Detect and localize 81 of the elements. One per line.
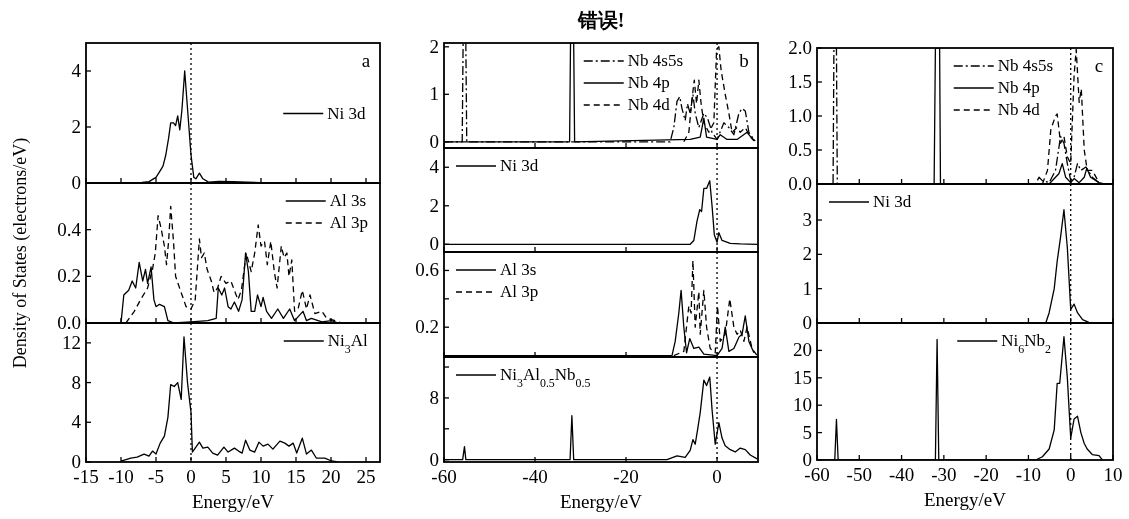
y-tick-label: 4 [71,60,82,81]
legend-label: Ni 3d [873,192,912,211]
y-tick-label: 0 [429,233,439,255]
legend-label: Nb 4s5s [627,51,683,70]
y-tick-label: 3 [802,209,812,231]
y-axis-title: Density of States (electrons/eV) [10,137,31,369]
y-tick-label: 0 [802,312,812,333]
y-tick-label: 10 [793,394,812,416]
legend-label: Ni 3d [500,156,539,175]
y-tick-label: 5 [802,421,812,443]
legend: Ni$_{3}$Al [283,331,368,356]
legend: Ni$_{6}$Nb$_{2}$ [956,331,1051,356]
y-tick-label: 0.6 [415,259,439,281]
y-tick-label: 2 [429,35,439,57]
legend-label: Nb 4p [627,73,670,92]
legend: Ni 3d [455,156,539,175]
y-tick-label: 1.5 [788,71,812,92]
y-tick-label: 12 [62,331,81,353]
legend-label: Al 3p [500,282,539,301]
x-tick-label: -30 [931,464,957,485]
y-tick-label: 0.2 [57,265,81,287]
y-tick-label: 1 [429,83,439,105]
y-tick-label: 0.0 [57,312,81,333]
x-tick-label: 5 [221,466,231,487]
legend-label: Nb 4d [997,100,1041,119]
x-tick-label: -40 [522,466,548,487]
y-tick-label: 0 [429,130,439,152]
legend: Ni 3d [828,192,912,211]
legend-label: Ni 3d [327,103,366,123]
y-tick-label: 8 [429,386,439,408]
legend: Ni$_{3}$Al$_{0.5}$Nb$_{0.5}$ [455,365,591,390]
y-tick-label: 2.0 [788,37,812,58]
y-tick-label: 1.0 [788,105,812,126]
y-tick-label: 0 [71,172,81,193]
y-tick-label: 0.2 [415,316,439,338]
y-tick-label: 15 [793,366,812,388]
x-tick-label: 15 [286,466,306,487]
legend-label: Al 3p [329,213,368,232]
x-axis-title: Energy/eV [924,489,1007,510]
x-tick-label: 0 [712,466,722,487]
x-tick-label: 25 [356,466,376,487]
legend-label: Al 3s [500,260,537,279]
annotation: a [361,50,371,71]
x-tick-label: -5 [148,466,164,487]
y-tick-label: 4 [71,411,82,433]
y-tick-label: 20 [793,339,812,361]
legend-label: Ni$_{3}$Al$_{0.5}$Nb$_{0.5}$ [500,365,591,390]
legend-label: Nb 4s5s [997,56,1053,75]
x-tick-label: 0 [1065,464,1076,485]
y-tick-label: 0 [71,451,81,472]
y-tick-label: 2 [71,116,81,137]
x-tick-label: -10 [108,466,134,487]
x-tick-label: 0 [186,466,196,487]
annotation: b [739,50,749,71]
x-tick-label: -50 [846,464,872,485]
x-tick-label: 10 [1103,464,1123,485]
chart-title: 错误! [576,9,625,31]
x-tick-label: -40 [888,464,915,485]
y-tick-label: 8 [71,371,81,393]
x-tick-label: 10 [251,466,271,487]
y-tick-label: 0 [802,449,812,470]
legend-label: Nb 4p [997,78,1040,97]
y-tick-label: 0.4 [57,218,82,240]
legend-label: Nb 4d [627,95,671,114]
y-tick-label: 2 [802,243,812,265]
y-tick-label: 0.5 [788,139,812,160]
legend-label: Ni$_{6}$Nb$_{2}$ [1001,331,1051,356]
x-axis-title: Energy/eV [560,491,643,512]
y-tick-label: 4 [429,156,440,178]
legend-label: Ni$_{3}$Al [327,331,368,356]
x-tick-label: -20 [973,464,999,485]
x-tick-label: -20 [613,466,639,487]
x-axis-title: Energy/eV [192,491,275,512]
y-tick-label: 0.0 [788,173,812,194]
legend: Ni 3d [282,103,366,123]
x-tick-label: 20 [321,466,341,487]
x-tick-label: -10 [1015,464,1042,485]
y-tick-label: 1 [802,277,812,299]
legend-label: Al 3s [329,191,367,210]
annotation: c [1094,55,1104,76]
y-tick-label: 2 [429,194,439,216]
